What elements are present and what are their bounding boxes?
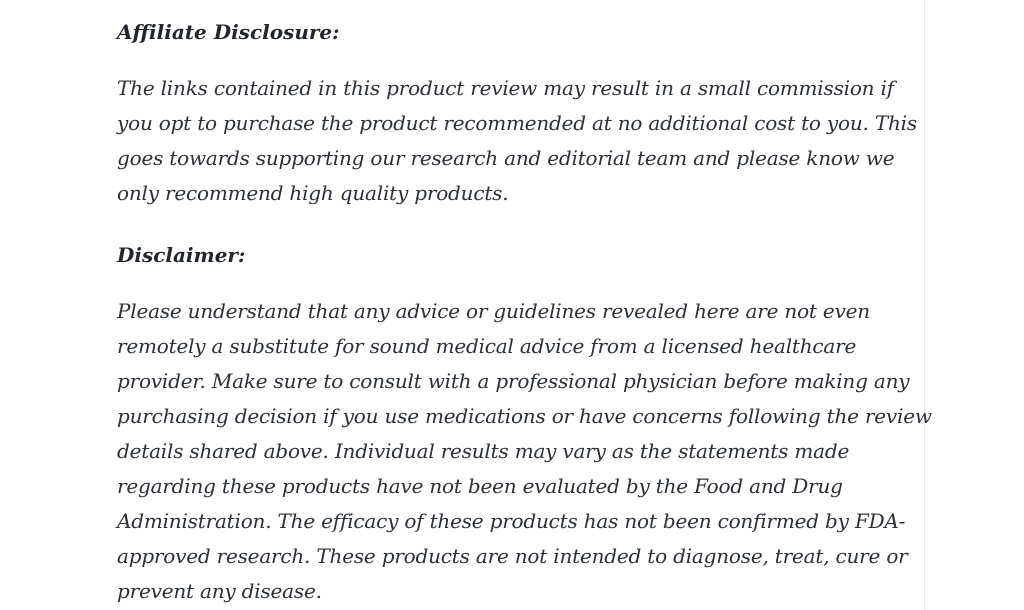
paragraph-line: The links contained in this product revi…: [117, 76, 894, 100]
paragraph-line: approved research. These products are no…: [117, 544, 908, 568]
paragraph-line: regarding these products have not been e…: [117, 474, 843, 498]
affiliate-disclosure-heading: Affiliate Disclosure:: [117, 20, 340, 44]
disclaimer-paragraph: Please understand that any advice or gui…: [117, 294, 932, 609]
paragraph-line: Please understand that any advice or gui…: [117, 299, 870, 323]
paragraph-line: you opt to purchase the product recommen…: [117, 111, 917, 135]
paragraph-line: details shared above. Individual results…: [117, 439, 850, 463]
paragraph-line: remotely a substitute for sound medical …: [117, 334, 857, 358]
paragraph-line: provider. Make sure to consult with a pr…: [117, 369, 910, 393]
paragraph-line: goes towards supporting our research and…: [117, 146, 895, 170]
disclaimer-heading: Disclaimer:: [117, 243, 246, 267]
paragraph-line: only recommend high quality products.: [117, 181, 509, 205]
paragraph-line: prevent any disease.: [117, 579, 322, 603]
paragraph-line: purchasing decision if you use medicatio…: [117, 404, 932, 428]
disclosure-article: Affiliate Disclosure: The links containe…: [117, 20, 932, 609]
article-container: Affiliate Disclosure: The links containe…: [117, 0, 932, 610]
paragraph-line: Administration. The efficacy of these pr…: [117, 509, 906, 533]
affiliate-disclosure-paragraph: The links contained in this product revi…: [117, 71, 920, 211]
